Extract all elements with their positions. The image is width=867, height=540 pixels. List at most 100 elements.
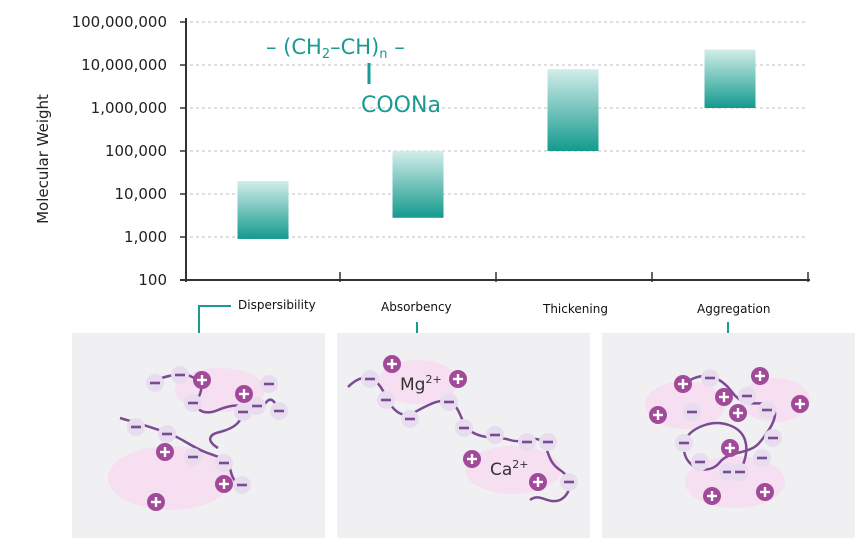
minus-sign [723, 470, 733, 474]
category-label-aggregation: Aggregation [697, 302, 770, 316]
plus-sign-v [242, 389, 246, 399]
blob [740, 378, 810, 422]
positive-ion [756, 483, 774, 501]
minus-sign [274, 409, 284, 413]
minus-sign [459, 426, 469, 430]
positive-ion [147, 493, 165, 511]
y-tick-label: 100,000 [105, 142, 167, 160]
negative-ion [234, 403, 252, 421]
minus-sign [735, 470, 745, 474]
minus-sign [757, 456, 767, 460]
plus-sign-v [536, 477, 540, 487]
negative-ion [683, 403, 701, 421]
negative-ion [184, 394, 202, 412]
minus-sign [687, 410, 697, 414]
negative-ion [233, 476, 251, 494]
negative-ion [127, 418, 145, 436]
positive-ion [649, 406, 667, 424]
negative-ion [146, 374, 164, 392]
minus-sign [705, 376, 715, 380]
formula-side-group: COONa [361, 93, 441, 118]
bar-absorbency [392, 151, 444, 218]
y-axis-title: Molecular Weight [34, 94, 52, 224]
negative-ion [675, 434, 693, 452]
negative-ion [440, 393, 458, 411]
positive-ion [715, 388, 733, 406]
plus-sign-v [222, 479, 226, 489]
y-tick-label: 1,000 [124, 228, 167, 246]
positive-ion [791, 395, 809, 413]
bar-dispersibility [237, 181, 289, 239]
minus-sign [264, 382, 274, 386]
positive-ion [449, 370, 467, 388]
minus-sign [188, 455, 198, 459]
plus-sign-v [154, 497, 158, 507]
minus-sign [742, 394, 752, 398]
formula-chain: – (CH [266, 35, 322, 59]
minus-sign [150, 381, 160, 385]
positive-ion [729, 404, 747, 422]
negative-ion [158, 425, 176, 443]
positive-ion [674, 375, 692, 393]
negative-ion [738, 387, 756, 405]
minus-sign [175, 373, 185, 377]
plus-sign-v [470, 454, 474, 464]
negative-ion [377, 391, 395, 409]
y-tick-label: 100 [138, 271, 167, 289]
negative-ion [486, 426, 504, 444]
minus-sign [237, 483, 247, 487]
category-label-dispersibility: Dispersibility [238, 298, 316, 312]
bar-thickening [547, 69, 599, 151]
minus-sign [543, 440, 553, 444]
y-tick-label: 10,000 [115, 185, 168, 203]
positive-ion [751, 367, 769, 385]
negative-ion [401, 410, 419, 428]
plus-sign-v [758, 371, 762, 381]
minus-sign [522, 440, 532, 444]
positive-ion [463, 450, 481, 468]
minus-sign [768, 436, 778, 440]
plus-sign-v [710, 491, 714, 501]
y-tick-labels: 100 1,000 10,000 100,000 1,000,000 10,000,000… [72, 13, 167, 289]
plus-sign-v [200, 375, 204, 385]
minus-sign [564, 480, 574, 484]
negative-ion [248, 397, 266, 415]
minus-sign [762, 408, 772, 412]
plus-sign-v [736, 408, 740, 418]
minus-sign [252, 404, 262, 408]
positive-ion [215, 475, 233, 493]
negative-ion [215, 454, 233, 472]
y-tick-label: 100,000,000 [72, 13, 167, 31]
negative-ion [560, 473, 578, 491]
x-ticks [339, 272, 809, 282]
positive-ion [235, 385, 253, 403]
positive-ion [156, 443, 174, 461]
mg-ion-charge: 2+ [425, 373, 441, 386]
svg-text:– (CH2–CH)n –: – (CH2–CH)n – [266, 35, 405, 62]
negative-ion [731, 463, 749, 481]
plus-sign-v [390, 359, 394, 369]
positive-ion [193, 371, 211, 389]
negative-ion [171, 366, 189, 384]
arrow-dispersibility [198, 305, 231, 343]
positive-ion [721, 439, 739, 457]
ca-ion-charge: 2+ [512, 458, 528, 471]
minus-sign [381, 398, 391, 402]
plus-sign-v [656, 410, 660, 420]
formula-chain-2: –CH) [330, 35, 379, 59]
minus-sign [188, 401, 198, 405]
plus-sign-v [722, 392, 726, 402]
plus-sign-v [728, 443, 732, 453]
minus-sign [679, 441, 689, 445]
minus-sign [444, 400, 454, 404]
plus-sign-v [163, 447, 167, 457]
negative-ion [691, 453, 709, 471]
blob [378, 360, 458, 404]
negative-ion [764, 429, 782, 447]
category-label-absorbency: Absorbency [381, 300, 452, 314]
negative-ion [270, 402, 288, 420]
mg-ion-label: Mg2+ [400, 373, 442, 395]
minus-sign [238, 410, 248, 414]
panel-dispersibility [72, 333, 325, 538]
mg-ion: Mg [400, 375, 425, 395]
